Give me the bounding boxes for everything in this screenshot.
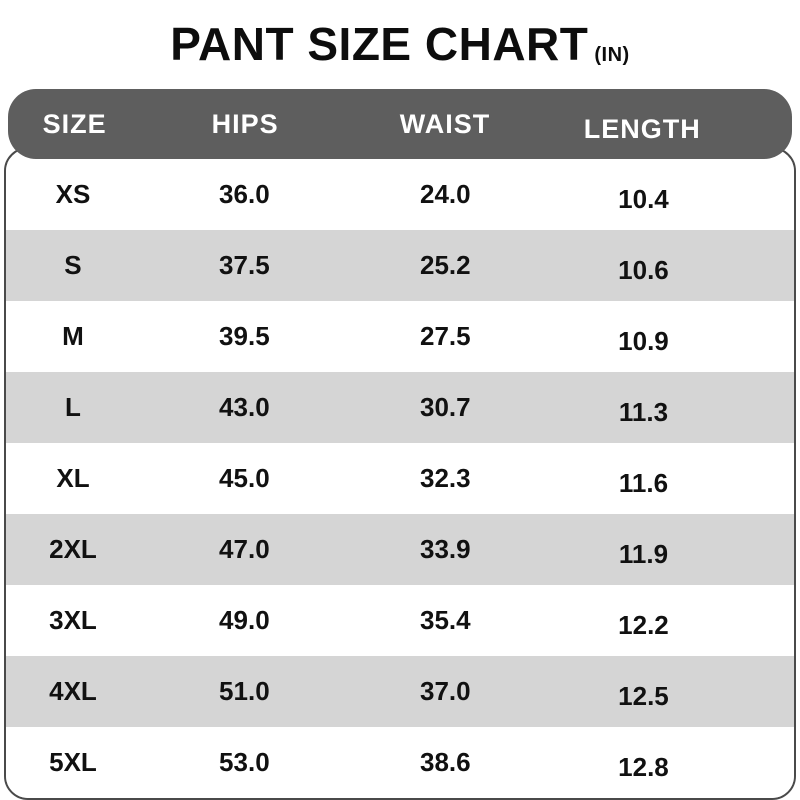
cell-hips: 36.0 xyxy=(219,179,270,209)
cell-length: 11.9 xyxy=(618,539,669,569)
table-header-row: SIZE HIPS WAIST LENGTH xyxy=(8,89,792,159)
cell-length: 12.2 xyxy=(618,610,669,640)
cell-size: 5XL xyxy=(49,747,97,777)
cell-size: XL xyxy=(56,463,90,493)
cell-size: M xyxy=(62,321,84,351)
cell-hips: 47.0 xyxy=(219,534,270,564)
cell-waist: 30.7 xyxy=(419,392,471,422)
cell-hips: 49.0 xyxy=(219,605,270,635)
cell-length: 12.8 xyxy=(618,752,669,782)
table-row-xs: XS 36.0 24.0 10.4 xyxy=(6,159,794,230)
cell-waist: 33.9 xyxy=(419,534,471,564)
column-header-hips: HIPS xyxy=(211,108,279,139)
cell-hips: 39.5 xyxy=(219,321,270,351)
table-row-xl: XL 45.0 32.3 11.6 xyxy=(6,443,794,514)
cell-length: 10.9 xyxy=(618,326,669,356)
table-row-m: M 39.5 27.5 10.9 xyxy=(6,301,794,372)
page-title-unit: (IN) xyxy=(594,44,630,66)
cell-length: 11.3 xyxy=(618,397,669,427)
column-header-length: LENGTH xyxy=(583,113,701,144)
table-row-5xl: 5XL 53.0 38.6 12.8 xyxy=(6,727,794,798)
cell-hips: 37.5 xyxy=(219,250,270,280)
cell-size: 3XL xyxy=(49,605,97,635)
cell-size: S xyxy=(64,250,82,280)
table-row-4xl: 4XL 51.0 37.0 12.5 xyxy=(6,656,794,727)
cell-waist: 37.0 xyxy=(419,676,471,706)
cell-size: L xyxy=(65,392,81,422)
cell-size: 4XL xyxy=(49,676,97,706)
column-header-waist: WAIST xyxy=(399,108,491,139)
cell-length: 10.6 xyxy=(618,255,669,285)
table-row-2xl: 2XL 47.0 33.9 11.9 xyxy=(6,514,794,585)
cell-waist: 24.0 xyxy=(419,179,471,209)
cell-waist: 38.6 xyxy=(419,747,471,777)
page-title: PANT SIZE CHART (IN) xyxy=(0,16,800,82)
size-table-body: XS 36.0 24.0 10.4 S 37.5 25.2 10.6 M 39.5 27.5 10.9… xyxy=(4,147,796,800)
cell-hips: 45.0 xyxy=(219,463,270,493)
cell-waist: 25.2 xyxy=(419,250,471,280)
cell-waist: 35.4 xyxy=(419,605,471,635)
column-header-size: SIZE xyxy=(42,108,107,139)
page-title-text: PANT SIZE CHART xyxy=(170,18,589,70)
table-row-s: S 37.5 25.2 10.6 xyxy=(6,230,794,301)
cell-waist: 32.3 xyxy=(419,463,471,493)
cell-length: 12.5 xyxy=(618,681,669,711)
cell-length: 11.6 xyxy=(618,468,669,498)
cell-hips: 53.0 xyxy=(219,747,270,777)
cell-waist: 27.5 xyxy=(419,321,471,351)
cell-size: XS xyxy=(55,179,91,209)
cell-hips: 51.0 xyxy=(219,676,270,706)
table-row-l: L 43.0 30.7 11.3 xyxy=(6,372,794,443)
cell-hips: 43.0 xyxy=(219,392,270,422)
table-row-3xl: 3XL 49.0 35.4 12.2 xyxy=(6,585,794,656)
cell-length: 10.4 xyxy=(618,184,669,214)
cell-size: 2XL xyxy=(49,534,97,564)
